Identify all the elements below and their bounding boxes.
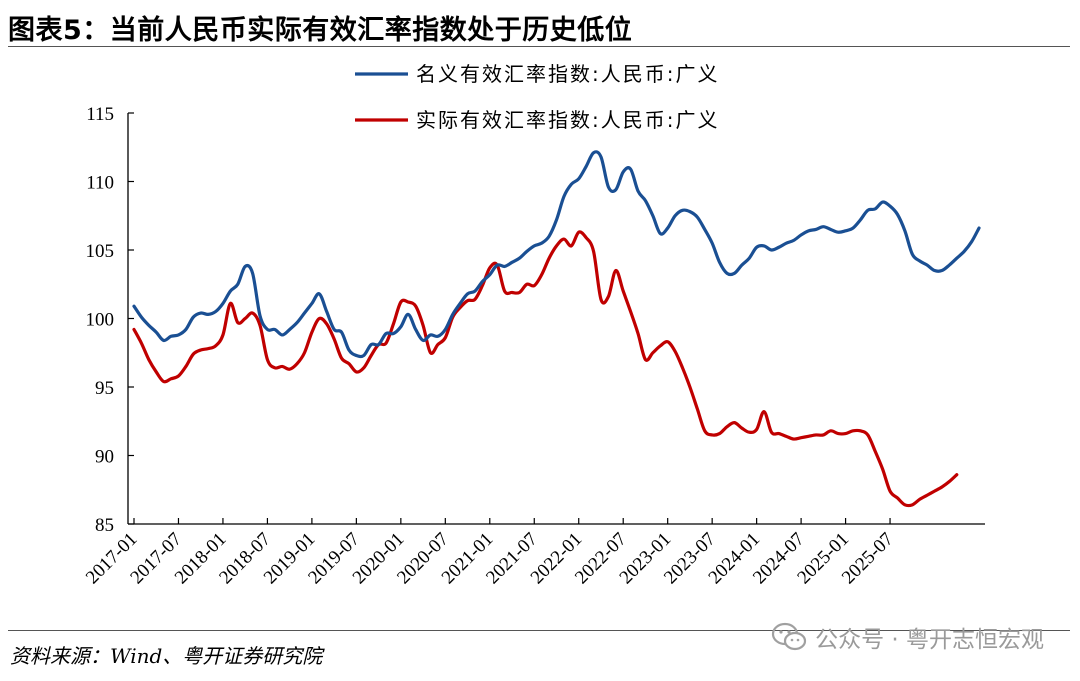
watermark: 公众号 · 粤开志恒宏观	[771, 620, 1044, 654]
wechat-icon	[771, 622, 807, 651]
y-tick-label: 90	[95, 447, 114, 468]
footer-divider	[8, 630, 1070, 631]
y-tick-label: 105	[86, 241, 115, 262]
legend-label-real: 实际有效汇率指数:人民币:广义	[416, 108, 719, 132]
chart-title: 图表5：当前人民币实际有效汇率指数处于历史低位	[8, 15, 633, 46]
source-note: 资料来源：Wind、粤开证券研究院	[10, 644, 323, 668]
y-tick-label: 95	[95, 378, 114, 399]
series-line-nominal	[132, 150, 981, 359]
y-tick-label: 85	[95, 515, 114, 536]
y-tick-label: 100	[86, 310, 115, 331]
watermark-text: 公众号 · 粤开志恒宏观	[815, 627, 1044, 653]
y-tick-label: 115	[86, 104, 114, 125]
y-tick-label: 110	[86, 173, 114, 194]
legend-label-nominal: 名义有效汇率指数:人民币:广义	[416, 62, 719, 86]
series-line-real	[132, 230, 959, 508]
title-divider	[8, 46, 1070, 47]
plot-area	[132, 150, 981, 508]
